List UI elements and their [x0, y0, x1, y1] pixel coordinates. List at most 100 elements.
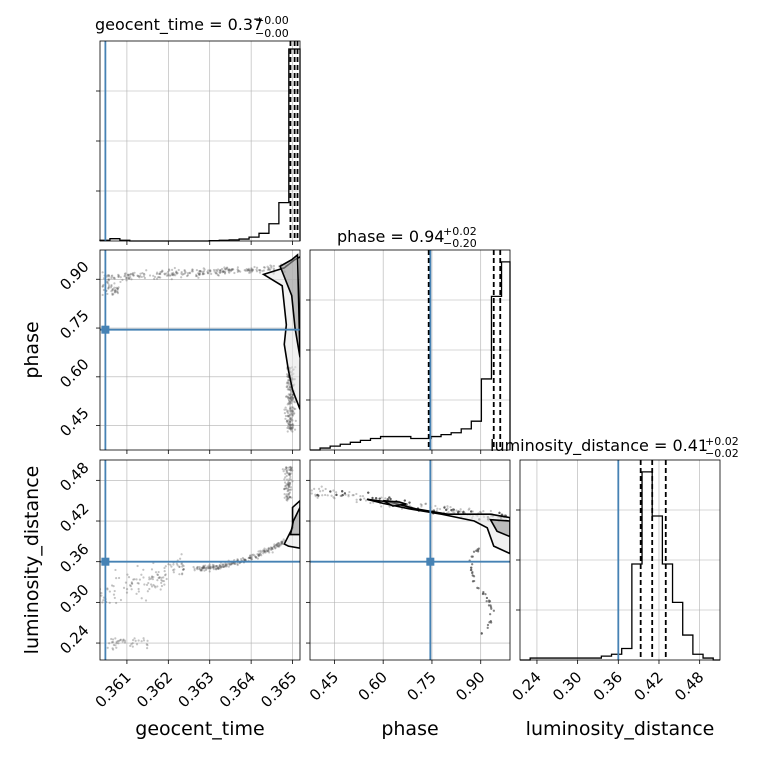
scatter-phase-vs-geocent-time-sample-267 [115, 286, 118, 289]
scatter-luminosity-distance-vs-phase-sample-532 [489, 606, 493, 609]
scatter-luminosity-distance-vs-phase-sample-25 [330, 494, 333, 497]
scatter-luminosity-distance-vs-geocent-time-sample-480 [284, 484, 288, 487]
scatter-luminosity-distance-vs-geocent-time-sample-51 [202, 565, 205, 568]
x-axis-label-geocent-time: geocent_time [135, 718, 264, 740]
title-geocent-time-lower: −0.00 [255, 27, 289, 40]
scatter-phase-vs-geocent-time-sample-263 [107, 282, 110, 285]
scatter-phase-vs-geocent-time-sample-179 [212, 268, 216, 272]
scatter-luminosity-distance-vs-phase-sample-119 [478, 510, 482, 513]
scatter-luminosity-distance-vs-geocent-time-sample-350 [117, 576, 121, 580]
scatter-phase-vs-geocent-time-sample-161 [227, 268, 230, 271]
scatter-luminosity-distance-vs-phase-sample-479 [487, 599, 491, 602]
scatter-luminosity-distance-vs-geocent-time-sample-37 [213, 565, 216, 568]
scatter-luminosity-distance-vs-phase-sample-448 [477, 550, 480, 553]
scatter-luminosity-distance-vs-geocent-time-sample-85 [269, 547, 272, 550]
scatter-luminosity-distance-vs-geocent-time-sample-119 [212, 564, 216, 567]
scatter-luminosity-distance-vs-geocent-time-sample-299 [127, 576, 131, 579]
scatter-phase-vs-geocent-time-sample-404 [289, 426, 292, 429]
scatter-luminosity-distance-vs-phase-sample-426 [471, 580, 475, 583]
scatter-luminosity-distance-vs-phase-sample-365 [457, 510, 460, 513]
scatter-phase-vs-geocent-time-sample-321 [287, 422, 290, 425]
scatter-luminosity-distance-vs-phase-sample-57 [324, 487, 327, 491]
scatter-luminosity-distance-vs-geocent-time-sample-47 [220, 566, 223, 569]
scatter-luminosity-distance-vs-phase-sample-71 [420, 505, 423, 508]
scatter-luminosity-distance-vs-phase-sample-321 [457, 510, 460, 513]
scatter-luminosity-distance-vs-geocent-time-sample-348 [154, 586, 157, 589]
scatter-luminosity-distance-vs-phase-sample-415 [341, 493, 344, 497]
scatter-phase-vs-geocent-time-sample-503 [286, 410, 289, 413]
scatter-luminosity-distance-vs-phase-sample-205 [343, 492, 346, 495]
scatter-luminosity-distance-vs-geocent-time-sample-102 [248, 556, 251, 559]
scatter-phase-vs-geocent-time-sample-480 [285, 395, 288, 398]
scatter-phase-vs-geocent-time-sample-227 [259, 269, 262, 272]
scatter-luminosity-distance-vs-geocent-time-sample-146 [255, 556, 258, 559]
scatter-luminosity-distance-vs-geocent-time-sample-319 [143, 583, 146, 586]
scatter-phase-vs-geocent-time-sample-422 [286, 409, 290, 413]
scatter-luminosity-distance-vs-phase-sample-457 [476, 548, 479, 551]
scatter-luminosity-distance-vs-phase-sample-400 [374, 497, 378, 500]
scatter-phase-vs-geocent-time-sample-479 [290, 401, 293, 404]
scatter-luminosity-distance-vs-geocent-time-sample-425 [284, 472, 287, 475]
scatter-phase-vs-geocent-time-sample-209 [158, 272, 162, 275]
scatter-phase-vs-geocent-time-sample-61 [117, 275, 120, 278]
scatter-luminosity-distance-vs-geocent-time-sample-440 [289, 468, 292, 471]
scatter-luminosity-distance-vs-phase-sample-424 [489, 604, 492, 607]
scatter-luminosity-distance-vs-geocent-time-sample-323 [178, 565, 181, 568]
scatter-luminosity-distance-vs-phase-sample-463 [469, 568, 473, 572]
scatter-phase-vs-geocent-time-sample-309 [286, 403, 289, 406]
scatter-phase-vs-geocent-time-sample-221 [107, 274, 110, 277]
scatter-phase-vs-geocent-time-sample-196 [222, 270, 225, 273]
scatter-luminosity-distance-vs-phase-sample-438 [488, 600, 492, 603]
scatter-luminosity-distance-vs-geocent-time-sample-199 [267, 547, 271, 551]
scatter-phase-vs-geocent-time-sample-253 [112, 276, 115, 279]
scatter-luminosity-distance-vs-geocent-time-sample-345 [112, 593, 116, 596]
scatter-luminosity-distance-vs-geocent-time-sample-63 [228, 563, 231, 566]
scatter-luminosity-distance-vs-geocent-time-sample-89 [257, 550, 260, 553]
scatter-luminosity-distance-vs-geocent-time-sample-406 [289, 478, 293, 481]
scatter-luminosity-distance-vs-geocent-time-sample-439 [287, 494, 290, 497]
scatter-luminosity-distance-vs-phase-sample-96 [468, 507, 471, 510]
scatter-phase-vs-geocent-time-sample-187 [127, 273, 130, 276]
scatter-phase-vs-geocent-time-sample-108 [233, 271, 236, 275]
scatter-luminosity-distance-vs-geocent-time-sample-136 [249, 554, 252, 557]
scatter-luminosity-distance-vs-geocent-time-sample-399 [123, 639, 127, 642]
scatter-luminosity-distance-vs-phase-sample-218 [388, 496, 391, 499]
title-luminosity-distance-main: luminosity_distance = 0.41 [490, 436, 708, 456]
scatter-luminosity-distance-vs-geocent-time-sample-468 [290, 488, 293, 491]
scatter-luminosity-distance-vs-geocent-time-sample-457 [283, 487, 286, 491]
scatter-luminosity-distance-vs-geocent-time-sample-262 [132, 578, 135, 581]
scatter-luminosity-distance-vs-geocent-time-sample-283 [115, 601, 118, 605]
scatter-phase-vs-geocent-time-sample-265 [108, 284, 111, 287]
scatter-luminosity-distance-vs-geocent-time-sample-138 [263, 550, 267, 553]
scatter-luminosity-distance-vs-geocent-time-sample-269 [131, 582, 134, 585]
scatter-phase-vs-geocent-time-sample-475 [289, 397, 292, 400]
scatter-luminosity-distance-vs-phase-truth-marker [426, 557, 435, 566]
scatter-luminosity-distance-vs-geocent-time-sample-172 [258, 554, 261, 557]
scatter-phase-vs-geocent-time-sample-369 [289, 426, 292, 429]
scatter-phase-vs-geocent-time-sample-276 [102, 283, 105, 287]
scatter-luminosity-distance-vs-geocent-time-sample-12 [224, 563, 228, 566]
scatter-luminosity-distance-vs-phase-sample-95 [388, 505, 391, 508]
scatter-luminosity-distance-vs-geocent-time-sample-285 [114, 568, 117, 572]
scatter-phase-vs-geocent-time-frame [99, 249, 301, 451]
scatter-phase-vs-geocent-time-sample-213 [161, 269, 164, 272]
scatter-phase-vs-geocent-time-sample-421 [286, 395, 289, 398]
scatter-phase-vs-geocent-time-sample-111 [248, 269, 251, 273]
scatter-luminosity-distance-vs-geocent-time-sample-263 [181, 568, 185, 571]
scatter-phase-vs-geocent-time-sample-399 [292, 406, 295, 409]
scatter-luminosity-distance-vs-phase-sample-101 [447, 510, 450, 514]
scatter-luminosity-distance-vs-phase-sample-367 [329, 490, 332, 493]
scatter-luminosity-distance-vs-phase-sample-460 [472, 550, 476, 553]
scatter-luminosity-distance-vs-phase-sample-270 [341, 490, 344, 493]
scatter-luminosity-distance-vs-phase-sample-258 [335, 493, 338, 496]
scatter-luminosity-distance-vs-geocent-time-sample-279 [163, 583, 166, 586]
scatter-luminosity-distance-vs-geocent-time-sample-277 [108, 590, 111, 593]
scatter-luminosity-distance-vs-geocent-time-sample-126 [279, 542, 282, 545]
scatter-luminosity-distance-vs-geocent-time-sample-255 [181, 565, 184, 568]
scatter-luminosity-distance-vs-geocent-time-sample-227 [212, 565, 215, 568]
scatter-phase-vs-geocent-time-sample-275 [116, 287, 119, 290]
scatter-luminosity-distance-vs-phase-sample-153 [403, 499, 406, 502]
scatter-phase-vs-geocent-time-sample-197 [131, 272, 134, 275]
scatter-phase-vs-geocent-time-sample-127 [226, 268, 230, 271]
scatter-luminosity-distance-vs-phase-sample-512 [489, 604, 492, 607]
